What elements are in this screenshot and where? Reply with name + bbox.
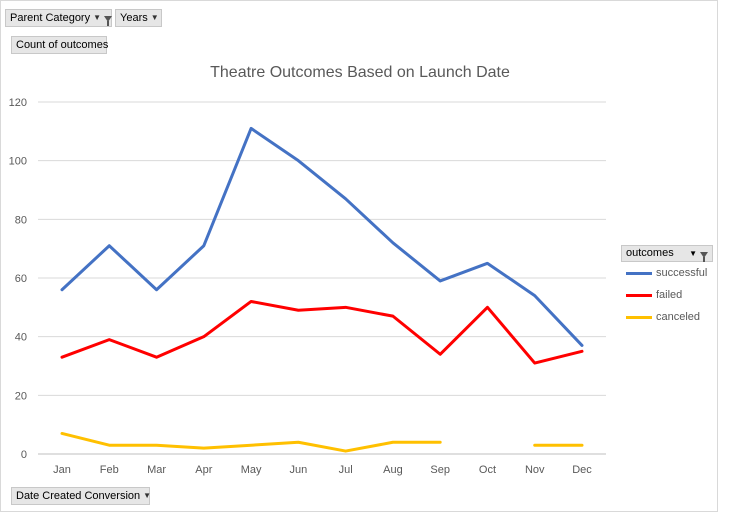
dropdown-arrow-icon: ▼ [150,13,159,22]
dropdown-arrow-icon: ▼ [143,491,152,500]
legend-item-canceled: canceled [621,306,713,328]
values-field-label: Count of outcomes [16,39,109,51]
x-tick-label: Mar [147,464,166,476]
x-tick-label: Jan [53,464,71,476]
chart-title: Theatre Outcomes Based on Launch Date [210,64,510,81]
x-tick-label: May [241,464,262,476]
y-tick-label: 40 [15,332,27,344]
axis-field-label: Date Created Conversion [16,490,141,502]
x-tick-label: Dec [572,464,592,476]
legend-filter-controls: ▼ [689,246,708,262]
series-line-failed [60,299,584,365]
legend-swatch [626,293,652,297]
y-tick-label: 60 [15,273,27,285]
y-tick-label: 80 [15,214,27,226]
years-filter-button[interactable]: Years ▼ [115,9,162,27]
x-tick-label: Apr [195,464,212,476]
legend-item-failed: failed [621,284,713,306]
dropdown-arrow-icon: ▼ [689,249,697,258]
x-tick-label: Aug [383,464,403,476]
years-filter-label: Years [120,12,148,24]
series-line-successful [60,126,584,347]
legend-items: successful failed canceled [621,262,713,328]
y-tick-label: 100 [9,156,27,168]
legend-field-button[interactable]: outcomes ▼ [621,245,713,262]
x-tick-label: Oct [479,464,496,476]
legend-label: successful [656,267,708,279]
legend-field-label: outcomes [626,247,674,259]
legend-label: canceled [656,311,701,323]
series-line-canceled [60,431,442,453]
parent-category-filter-button[interactable]: Parent Category ▼ [5,9,113,27]
line-chart: 0 20 40 60 80 100 120 Jan Feb Mar Apr May Jun Jul Aug S… [9,97,606,476]
y-tick-label: 20 [15,390,27,402]
x-tick-label: Feb [100,464,119,476]
x-tick-label: Sep [430,464,450,476]
values-field-button[interactable]: Count of outcomes [11,36,109,54]
y-tick-label: 0 [21,449,27,461]
legend-label: failed [656,289,683,301]
legend-swatch [626,271,652,275]
axis-field-button[interactable]: Date Created Conversion ▼ [11,487,152,505]
legend: outcomes ▼ successful failed canceled [621,245,713,328]
legend-swatch [626,315,652,319]
filter-icon [700,251,708,262]
x-tick-label: Jul [339,464,353,476]
filter-icon [104,16,113,26]
x-tick-label: Jun [289,464,307,476]
x-tick-label: Nov [525,464,545,476]
parent-category-filter-label: Parent Category [10,12,91,24]
y-tick-label: 120 [9,97,27,109]
dropdown-arrow-icon: ▼ [93,13,102,22]
legend-item-successful: successful [621,262,713,284]
